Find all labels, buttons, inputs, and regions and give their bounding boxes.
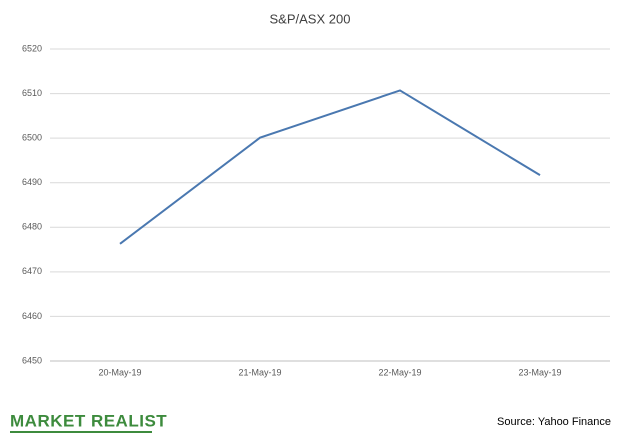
source-note: Source: Yahoo Finance xyxy=(497,416,611,428)
y-tick-label: 6490 xyxy=(22,177,42,187)
x-tick-label: 20-May-19 xyxy=(98,367,141,377)
data-line xyxy=(119,89,541,245)
y-tick-label: 6520 xyxy=(22,43,42,53)
y-tick-label: 6500 xyxy=(22,133,42,143)
y-tick-label: 6460 xyxy=(22,311,42,321)
y-tick-label: 6470 xyxy=(22,266,42,276)
x-tick-label: 22-May-19 xyxy=(378,367,421,377)
y-tick-label: 6450 xyxy=(22,355,42,365)
chart-title: S&P/ASX 200 xyxy=(270,11,351,26)
x-tick-label: 21-May-19 xyxy=(238,367,281,377)
y-tick-label: 6480 xyxy=(22,222,42,232)
x-tick-label: 23-May-19 xyxy=(518,367,561,377)
y-tick-label: 6510 xyxy=(22,88,42,98)
brand-logo: MARKET REALIST xyxy=(10,411,167,430)
